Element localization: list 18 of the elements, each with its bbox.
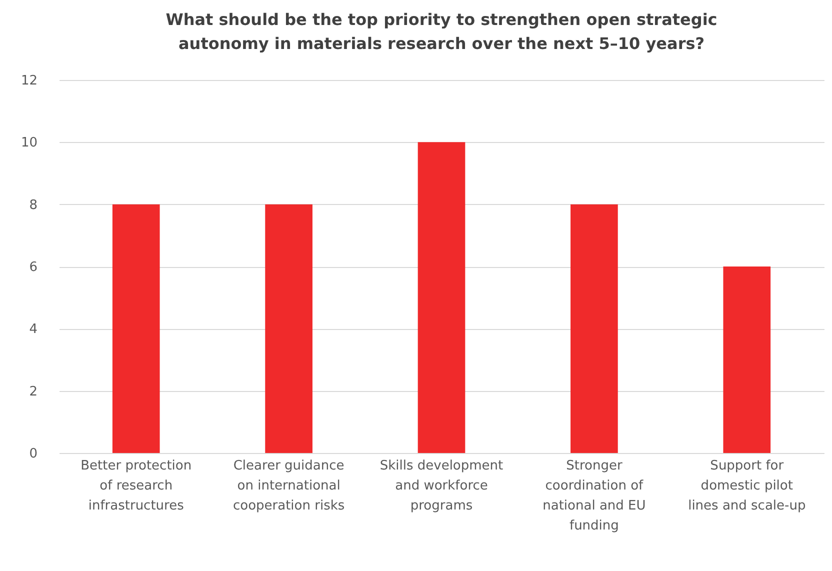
y-tick-label: 2 <box>29 384 38 400</box>
y-tick-label: 6 <box>29 260 38 275</box>
bar <box>112 204 160 453</box>
y-tick-label: 12 <box>20 74 38 88</box>
bar <box>265 204 312 453</box>
x-tick-label: Skills development and workforce programs <box>380 458 504 514</box>
x-tick-label: Clearer guidance on international cooperation risks <box>232 458 345 514</box>
y-tick-label: 4 <box>29 322 38 338</box>
x-tick-label: Stronger coordination of national and EU funding <box>542 458 646 534</box>
chart-title: What should be the top priority to strengthen open strategic autonomy in materials research over the next 5–10 years? <box>166 10 718 53</box>
y-tick-label: 10 <box>20 136 38 151</box>
bar <box>723 266 771 453</box>
x-tick-label: Better protection of research infrastructures <box>80 458 192 514</box>
bar <box>570 204 618 453</box>
y-tick-label: 8 <box>29 198 38 213</box>
x-tick-label: Support for domestic pilot lines and scale-up <box>688 458 806 514</box>
bar <box>418 142 466 453</box>
y-tick-label: 0 <box>29 446 38 462</box>
